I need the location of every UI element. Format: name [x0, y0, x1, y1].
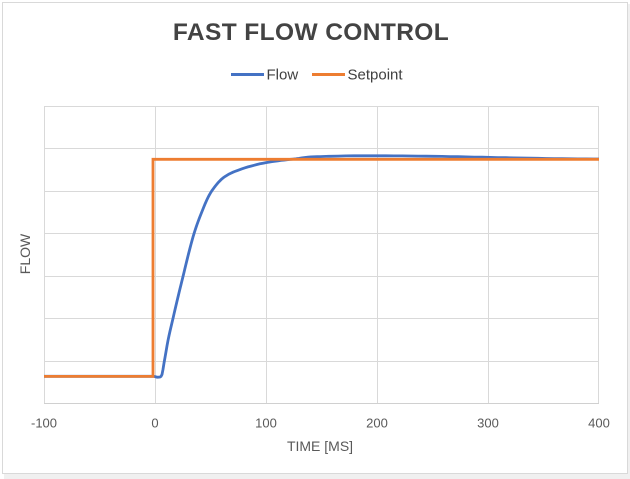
- svg-text:300: 300: [477, 416, 499, 431]
- svg-text:Flow: Flow: [267, 67, 299, 84]
- svg-text:0: 0: [151, 416, 158, 431]
- svg-text:Setpoint: Setpoint: [348, 67, 404, 84]
- svg-text:FAST FLOW CONTROL: FAST FLOW CONTROL: [173, 19, 449, 46]
- svg-text:TIME [MS]: TIME [MS]: [287, 438, 353, 454]
- svg-text:400: 400: [588, 416, 610, 431]
- svg-text:100: 100: [255, 416, 277, 431]
- svg-text:-100: -100: [31, 416, 57, 431]
- svg-text:FLOW: FLOW: [17, 233, 33, 274]
- svg-text:200: 200: [366, 416, 388, 431]
